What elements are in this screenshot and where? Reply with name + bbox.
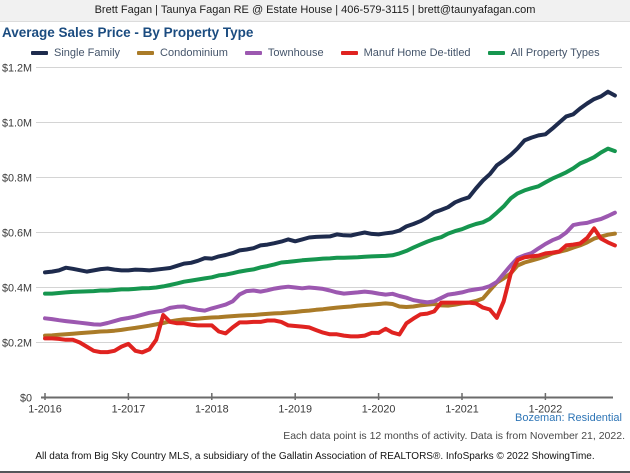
legend-label: Condominium <box>160 47 228 59</box>
legend-label: All Property Types <box>510 47 600 59</box>
legend-label: Single Family <box>54 47 121 59</box>
y-axis-label: $1.0M <box>2 117 32 129</box>
page-title: Average Sales Price - By Property Type <box>2 25 254 40</box>
y-axis-label: $0.2M <box>2 337 32 349</box>
broker-info-text: Brett Fagan | Taunya Fagan RE @ Estate H… <box>94 4 536 16</box>
x-axis-label: 1-2020 <box>362 404 396 416</box>
x-axis-label: 1-2018 <box>195 404 229 416</box>
y-axis-label: $0.4M <box>2 282 32 294</box>
condominium-swatch-icon <box>137 51 155 55</box>
x-axis-label: 1-2021 <box>445 404 479 416</box>
x-axis-label: 1-2017 <box>112 404 146 416</box>
legend-item-all-property-types[interactable]: All Property Types <box>487 47 600 59</box>
market-name-note: Bozeman: Residential <box>514 412 622 424</box>
single-family-swatch-icon <box>31 51 48 55</box>
y-axis-label: $0.8M <box>2 172 32 184</box>
legend-item-single-family[interactable]: Single Family <box>31 47 120 59</box>
legend-label: Townhouse <box>267 47 324 59</box>
data-period-note: Each data point is 12 months of activity… <box>283 430 625 442</box>
all-property-types-swatch-icon <box>487 51 505 55</box>
chart-legend: Single Family Condominium Townhouse Manu… <box>31 47 617 59</box>
series-line-condominium <box>43 231 617 338</box>
townhouse-swatch-icon <box>244 51 262 55</box>
legend-label: Manuf Home De-titled <box>363 47 471 59</box>
y-axis-label: $1.2M <box>2 62 32 74</box>
mls-attribution-note: All data from Big Sky Country MLS, a sub… <box>35 451 595 462</box>
x-axis-label: 1-2019 <box>278 404 312 416</box>
series-line-all-property-types <box>43 146 617 296</box>
broker-info-bar: Brett Fagan | Taunya Fagan RE @ Estate H… <box>0 0 630 22</box>
x-axis-label: 1-2022 <box>529 404 563 416</box>
y-axis-label: $0 <box>20 392 32 404</box>
series-line-single-family <box>43 89 617 275</box>
x-axis-label: 1-2016 <box>28 404 62 416</box>
legend-item-manuf-home-de-titled[interactable]: Manuf Home De-titled <box>340 47 471 59</box>
y-axis-label: $0.6M <box>2 227 32 239</box>
legend-item-townhouse[interactable]: Townhouse <box>244 47 324 59</box>
manuf-home-swatch-icon <box>340 51 358 55</box>
series-line-manuf-home-de-titled <box>43 226 617 355</box>
legend-item-condominium[interactable]: Condominium <box>137 47 228 59</box>
